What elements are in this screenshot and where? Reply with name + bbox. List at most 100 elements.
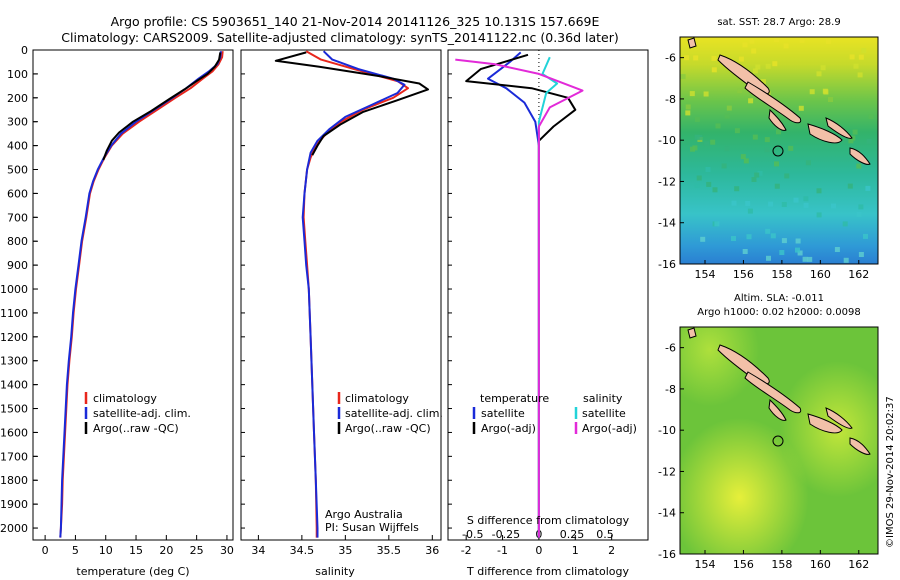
legend-label-climatology: climatology [93,392,157,405]
sst-pixel [858,252,864,257]
sst-pixel [734,128,740,134]
depth-tick-label: 1200 [0,331,28,344]
sst-pixel [857,72,863,78]
s-difference-xlabel: S difference from climatology [467,514,630,527]
sst-pixel [711,55,717,61]
lat-tick-label: -16 [658,548,676,561]
depth-tick-label: 1100 [0,307,28,320]
sst-pixel [743,158,749,164]
sst-pixel [724,113,730,119]
sst-pixel [710,139,716,145]
depth-tick-label: 1900 [0,498,28,511]
sst-pixel [726,105,732,111]
sst-pixel [764,137,770,143]
lon-tick-label: 158 [771,558,792,571]
sst-pixel [858,204,864,210]
t-difference-xlabel: T difference from climatology [466,565,629,578]
sst-pixel [749,38,755,44]
legend-label-t-satellite: satellite [481,407,525,420]
sst-pixel [746,234,752,240]
lon-tick-label: 162 [848,558,869,571]
sst-pixel [853,63,859,69]
sst-pixel [764,147,770,153]
sst-pixel [692,145,698,151]
lat-tick-label: -8 [665,93,676,106]
lon-tick-label: 160 [810,558,831,571]
s-diff-tick-label: 0.5 [596,528,614,541]
lon-tick-label: 162 [848,268,869,281]
lat-tick-label: -8 [665,383,676,396]
sst-pixel [822,88,828,94]
legend-label-climatology: climatology [345,392,409,405]
series-line-temperature-satellite [487,51,540,538]
island-malaita [825,407,853,429]
series-line-argo-raw-qc- [274,51,429,156]
sst-pixel [734,186,740,192]
sst-map-axes: 154 156 158 160 162 -6 -8 -10 -12 -14 -16 [658,52,869,281]
sst-pixel [793,197,799,203]
lon-tick-label: 158 [771,268,792,281]
sst-pixel [706,181,712,187]
sst-pixel [774,161,779,167]
sla-map-axes: 154 156 158 160 162 -6 -8 -10 -12 -14 -16 [658,342,869,571]
sst-pixel [772,61,778,67]
series-line-satellite-adj-clim- [59,51,222,538]
sst-pixel [700,236,706,242]
sst-pixel [868,114,874,119]
sst-pixel [751,48,757,54]
sst-pixel [765,228,771,234]
temperature-plot: 0 5 10 15 20 25 30 [33,49,234,557]
depth-tick-label: 1300 [0,355,28,368]
s-diff-tick-label: 0.25 [560,528,585,541]
sst-pixel [752,134,758,140]
depth-tick-label: 900 [7,259,28,272]
sst-map-title: sat. SST: 28.7 Argo: 28.9 [717,17,840,28]
sst-pixel [842,221,848,227]
sst-pixel [694,116,700,122]
x-tick-label: 2 [608,544,615,557]
lon-tick-label: 156 [733,558,754,571]
depth-axis: 0 100 200 300 400 500 600 700 800 900 1000 1100 1200… [0,44,38,535]
sla-high-anomaly-nw [680,327,878,554]
legend-label-argo: Argo(..raw -QC) [93,422,179,435]
temperature-panel-frame [32,49,234,541]
sst-pixel [752,68,758,74]
legend-label-argo: Argo(..raw -QC) [345,422,431,435]
sla-argo-marker [772,435,784,447]
sst-pixel [799,37,805,43]
x-tick-label: 34 [251,544,265,557]
sst-pixel [689,91,695,97]
sst-pixel [807,256,813,262]
depth-tick-label: 500 [7,164,28,177]
sst-islands [687,37,871,165]
difference-legend: temperature satellite Argo(-adj) salinit… [472,392,637,435]
series-line-salinity-satellite [537,56,559,538]
sst-pixel [779,250,785,255]
series-line-climatology [59,51,224,538]
sla-map [680,327,878,554]
sst-pixel [848,138,854,144]
sst-pixel [704,141,710,147]
figure-title-line1: Argo profile: CS 5903651_140 21-Nov-2014… [111,14,600,29]
sst-pixel [783,43,789,49]
sst-pixel [809,89,815,95]
sst-pixel [828,97,833,102]
sst-pixel [760,79,766,84]
depth-tick-label: 1500 [0,403,28,416]
sst-pixel [748,98,754,104]
sst-pixel [820,65,826,71]
sst-pixel [768,201,774,207]
sst-field [680,37,878,264]
x-tick-label: 34.5 [290,544,315,557]
salinity-legend: climatology satellite-adj. clim. Argo(..… [325,392,443,534]
sst-pixel [852,129,858,135]
imos-watermark: ©IMOS 29-Nov-2014 20:02:37 [885,396,896,548]
sst-argo-marker [772,145,784,157]
x-tick-label: 36 [425,544,439,557]
sla-map-title1: Altim. SLA: -0.011 [734,293,824,304]
salinity-panel-frame [240,49,442,541]
sst-pixel [805,160,811,166]
sst-pixel [781,238,787,244]
depth-tick-label: 400 [7,140,28,153]
